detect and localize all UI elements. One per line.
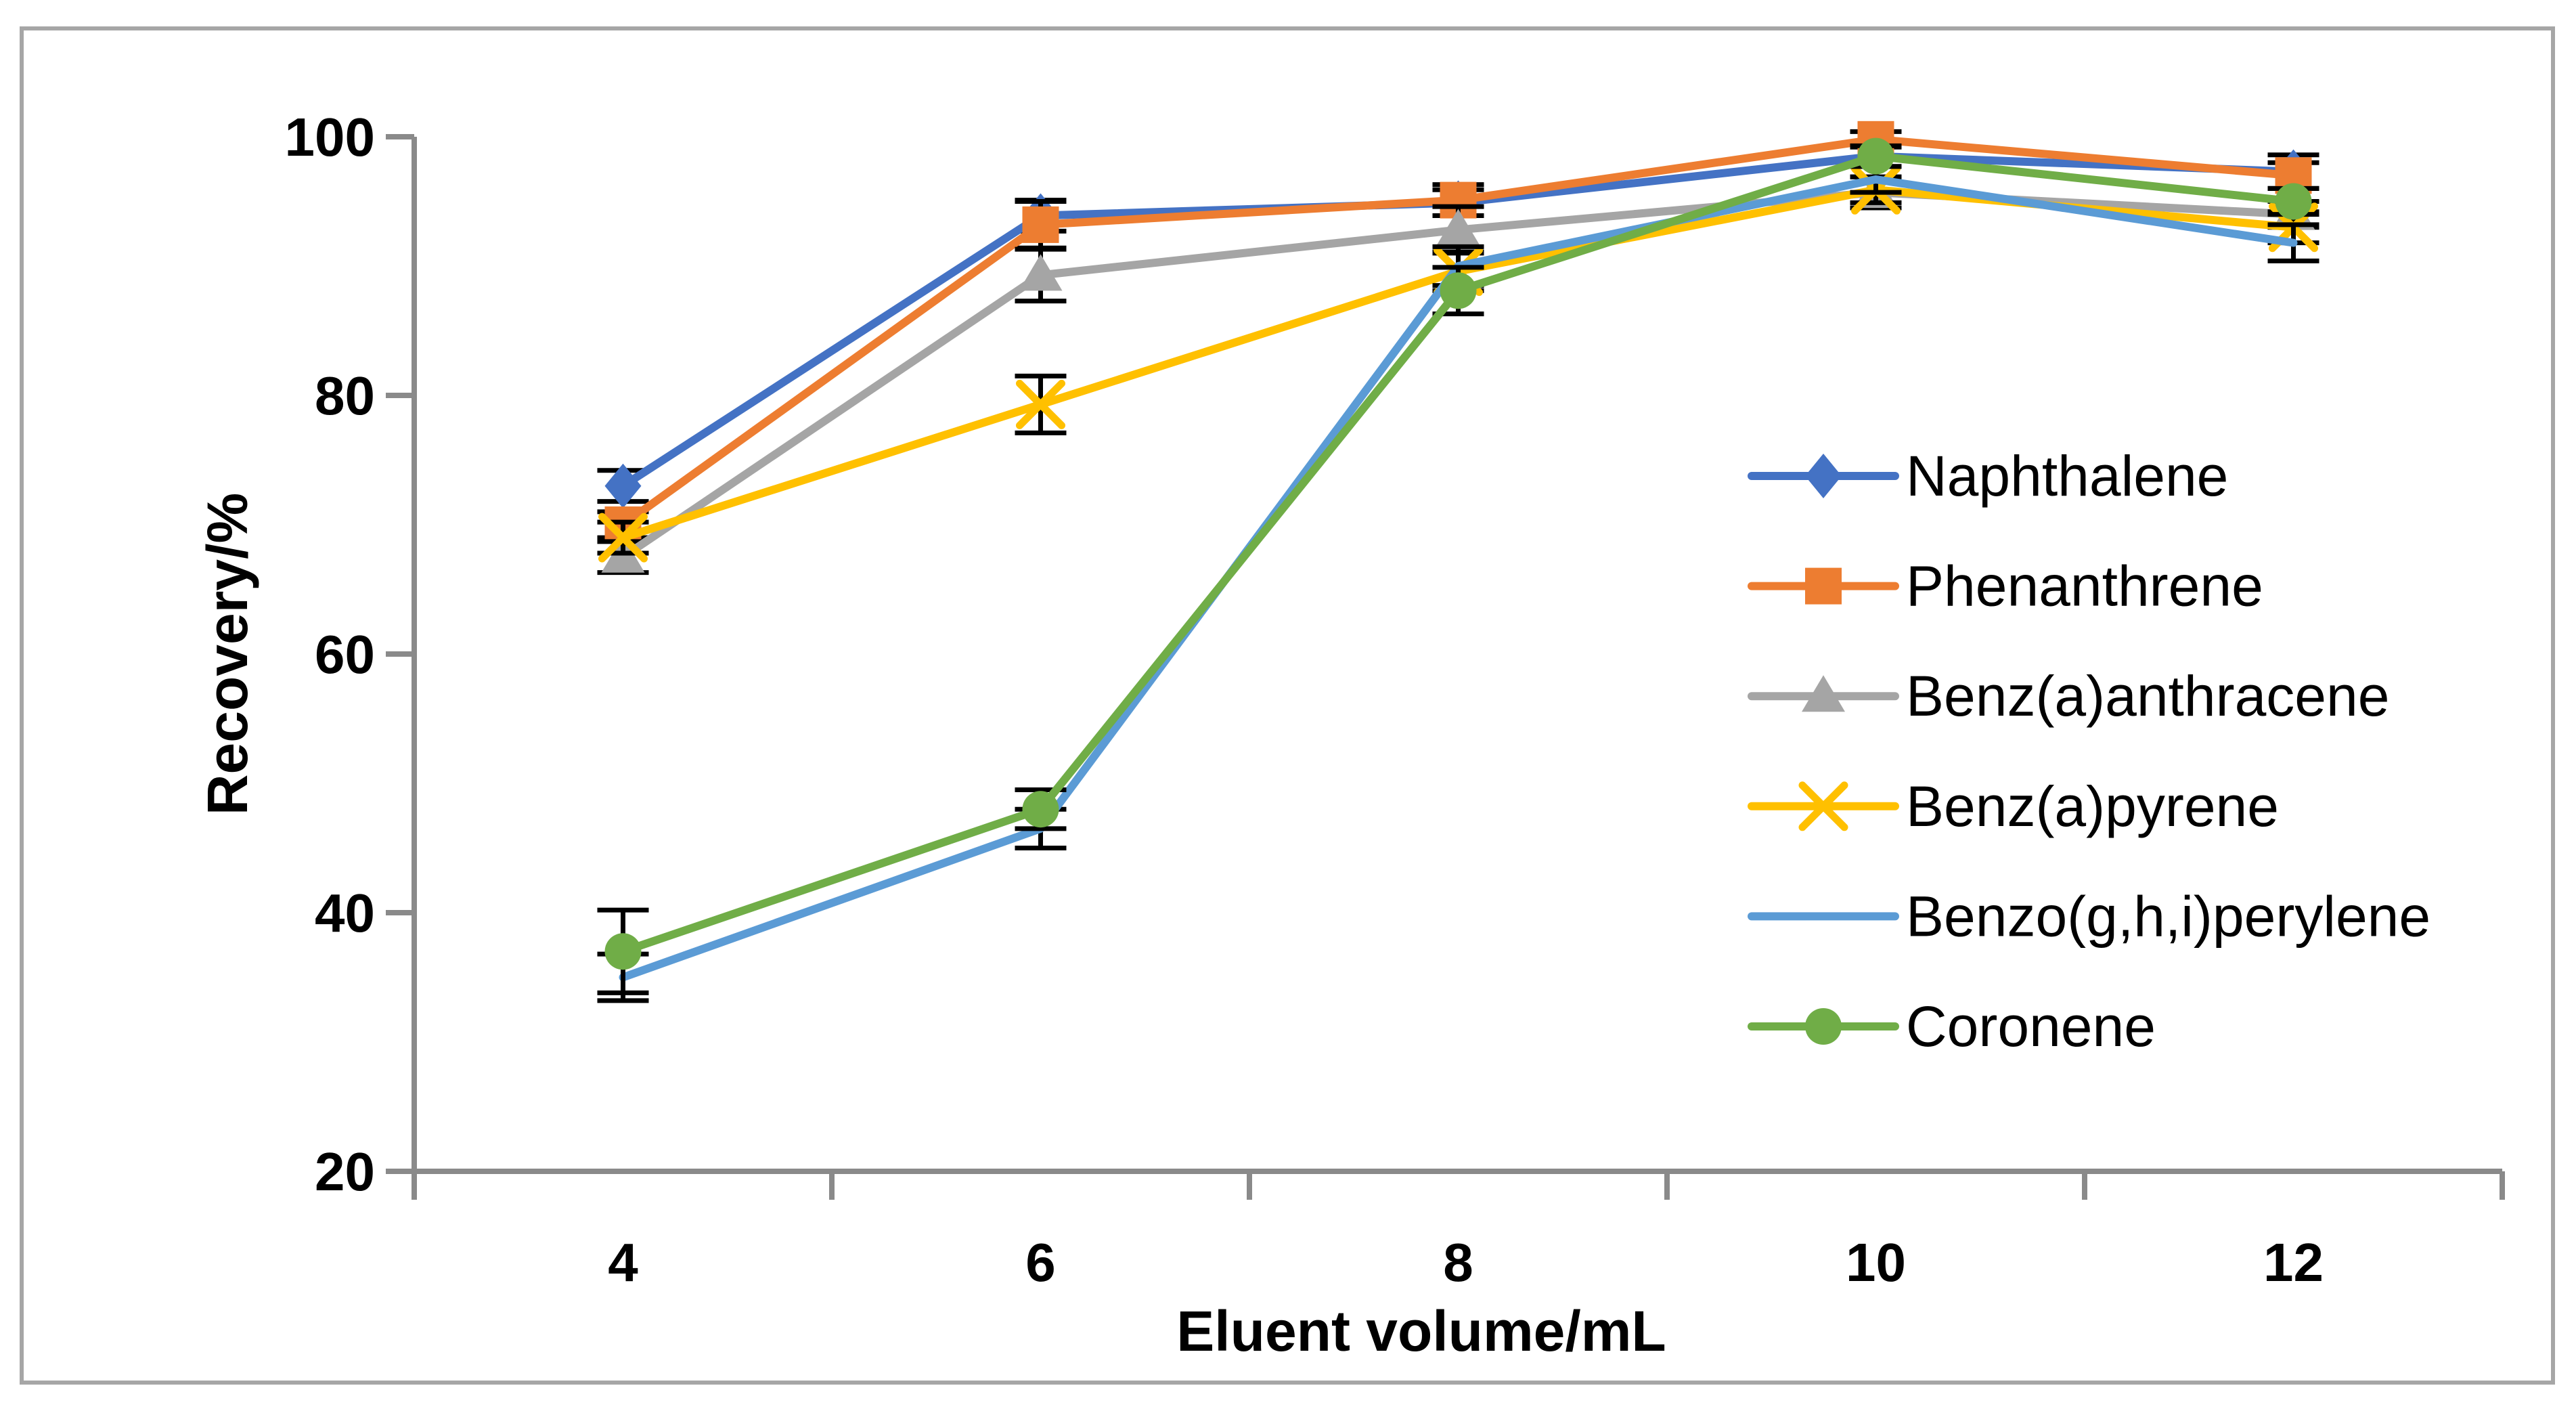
x-axis-tick-label: 4 bbox=[608, 1232, 638, 1293]
marker-triangle-benz-a-anthracene bbox=[1019, 254, 1063, 291]
marker-x-benz-a-pyrene bbox=[598, 513, 648, 563]
legend-marker-square-phenanthrene bbox=[1805, 567, 1842, 605]
x-axis-tick-label: 8 bbox=[1443, 1232, 1473, 1293]
legend-item-coronene: Coronene bbox=[1748, 995, 2156, 1058]
legend-label-benz-a-anthracene: Benz(a)anthracene bbox=[1906, 664, 2389, 728]
marker-triangle-benz-a-anthracene bbox=[1436, 209, 1480, 246]
legend-item-benz-a-anthracene: Benz(a)anthracene bbox=[1748, 664, 2389, 728]
x-axis-tick-label: 12 bbox=[2263, 1232, 2324, 1293]
marker-circle-coronene bbox=[2275, 183, 2312, 220]
figure-border bbox=[20, 26, 2555, 1385]
y-axis-tick-label: 40 bbox=[315, 883, 375, 943]
legend: Naphthalene Phenanthrene Benz(a)anthracene… bbox=[1748, 444, 2430, 1058]
legend-marker-circle-coronene bbox=[1805, 1008, 1842, 1045]
marker-circle-coronene bbox=[1857, 137, 1894, 175]
series-coronene bbox=[597, 137, 2319, 995]
marker-square-phenanthrene bbox=[1022, 206, 1059, 243]
legend-label-phenanthrene: Phenanthrene bbox=[1906, 555, 2263, 618]
y-axis-tick-label: 100 bbox=[285, 107, 375, 167]
legend-item-benzo-g-h-i-perylene: Benzo(g,h,i)perylene bbox=[1748, 884, 2430, 948]
legend-label-benz-a-pyrene: Benz(a)pyrene bbox=[1906, 775, 2279, 838]
y-axis-tick-label: 20 bbox=[315, 1142, 375, 1202]
legend-marker-triangle-benz-a-anthracene bbox=[1802, 675, 1845, 712]
legend-item-phenanthrene: Phenanthrene bbox=[1748, 555, 2263, 618]
legend-label-benzo-g-h-i-perylene: Benzo(g,h,i)perylene bbox=[1906, 884, 2430, 948]
marker-circle-coronene bbox=[1022, 791, 1059, 828]
legend-label-coronene: Coronene bbox=[1906, 995, 2156, 1058]
y-axis-tick-label: 60 bbox=[315, 624, 375, 685]
x-axis-title: Eluent volume/mL bbox=[1176, 1299, 1666, 1363]
legend-marker-diamond-naphthalene bbox=[1805, 454, 1842, 498]
marker-diamond-naphthalene bbox=[604, 463, 642, 508]
marker-circle-coronene bbox=[1440, 272, 1477, 309]
legend-label-naphthalene: Naphthalene bbox=[1906, 444, 2228, 508]
x-axis-tick-label: 6 bbox=[1025, 1232, 1056, 1293]
y-axis-title: Recovery/% bbox=[196, 493, 259, 815]
legend-item-naphthalene: Naphthalene bbox=[1748, 444, 2228, 508]
legend-item-benz-a-pyrene: Benz(a)pyrene bbox=[1748, 775, 2279, 838]
axes bbox=[386, 134, 2505, 1200]
marker-x-benz-a-pyrene bbox=[1016, 379, 1065, 429]
x-axis-tick-label: 10 bbox=[1846, 1232, 1906, 1293]
legend-marker-x-benz-a-pyrene bbox=[1798, 781, 1848, 831]
y-axis-tick-label: 80 bbox=[315, 366, 375, 426]
marker-circle-coronene bbox=[604, 933, 642, 970]
